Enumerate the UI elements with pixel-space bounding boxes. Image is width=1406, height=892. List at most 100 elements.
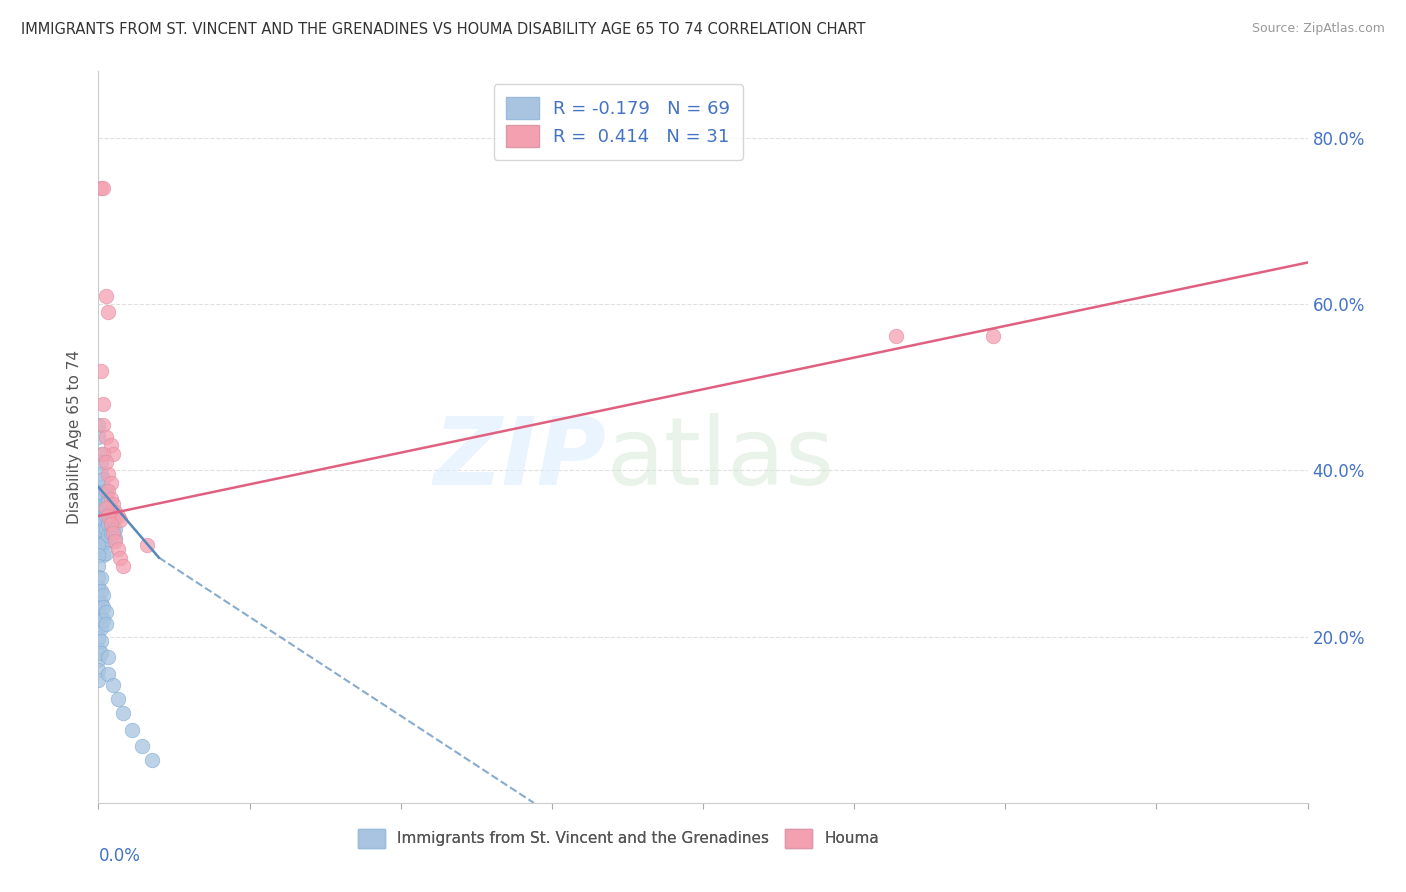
Point [91,511,114,525]
Point [100,438,122,452]
Point [100,475,122,490]
Point [90,646,112,660]
Point [87,632,110,646]
Point [90,621,112,635]
Point [90,633,112,648]
Point [100,492,122,507]
Text: ZIP: ZIP [433,413,606,505]
Point [981,328,1004,343]
Text: 0.0%: 0.0% [98,847,141,864]
Point [101,525,124,540]
Point [91,447,114,461]
Point [91,397,114,411]
Point [90,571,112,585]
Point [90,596,112,610]
Point [100,505,122,519]
Point [97,305,120,319]
Point [97,509,120,524]
Point [131,739,153,754]
Point [108,513,131,527]
Point [91,180,114,194]
Point [97,650,120,665]
Point [97,467,120,482]
Point [107,509,129,524]
Point [87,653,110,667]
Point [90,608,112,623]
Point [107,542,129,557]
Point [101,497,124,511]
Point [87,673,110,687]
Point [87,621,110,635]
Legend: Immigrants from St. Vincent and the Grenadines, Houma: Immigrants from St. Vincent and the Gren… [352,822,886,854]
Point [886,328,908,343]
Point [100,525,122,540]
Text: atlas: atlas [606,413,835,505]
Point [90,480,112,494]
Point [94,430,117,444]
Point [90,532,112,546]
Point [135,538,157,552]
Point [97,484,120,499]
Point [94,521,117,535]
Point [91,472,114,486]
Point [87,611,110,625]
Point [90,542,112,557]
Point [87,580,110,594]
Point [94,500,117,515]
Point [101,513,124,527]
Point [111,706,134,720]
Point [94,617,117,632]
Point [87,570,110,584]
Point [90,511,112,525]
Point [87,642,110,657]
Point [101,678,124,692]
Point [91,536,114,550]
Point [87,590,110,604]
Point [90,490,112,504]
Point [91,613,114,627]
Point [90,467,112,482]
Point [90,180,112,194]
Point [94,289,117,303]
Y-axis label: Disability Age 65 to 74: Disability Age 65 to 74 [67,350,83,524]
Point [94,546,117,560]
Point [94,605,117,619]
Point [94,497,117,511]
Point [87,663,110,677]
Point [90,455,112,469]
Point [94,509,117,524]
Point [91,523,114,537]
Point [121,723,143,737]
Point [97,667,120,681]
Point [101,447,124,461]
Point [87,600,110,615]
Point [90,583,112,598]
Text: Source: ZipAtlas.com: Source: ZipAtlas.com [1251,22,1385,36]
Point [87,548,110,562]
Point [94,455,117,469]
Point [90,363,112,377]
Point [97,528,120,542]
Point [97,517,120,532]
Point [94,484,117,499]
Point [91,498,114,512]
Point [90,447,112,461]
Point [108,550,131,565]
Point [104,533,127,548]
Point [100,515,122,529]
Point [107,692,129,706]
Point [97,507,120,521]
Point [87,558,110,573]
Text: IMMIGRANTS FROM ST. VINCENT AND THE GRENADINES VS HOUMA DISABILITY AGE 65 TO 74 : IMMIGRANTS FROM ST. VINCENT AND THE GREN… [21,22,866,37]
Point [91,417,114,432]
Point [91,588,114,602]
Point [104,532,127,546]
Point [97,495,120,509]
Point [94,533,117,548]
Point [141,753,163,767]
Point [87,417,110,432]
Point [100,517,122,532]
Point [104,521,127,535]
Point [101,523,124,537]
Point [91,600,114,615]
